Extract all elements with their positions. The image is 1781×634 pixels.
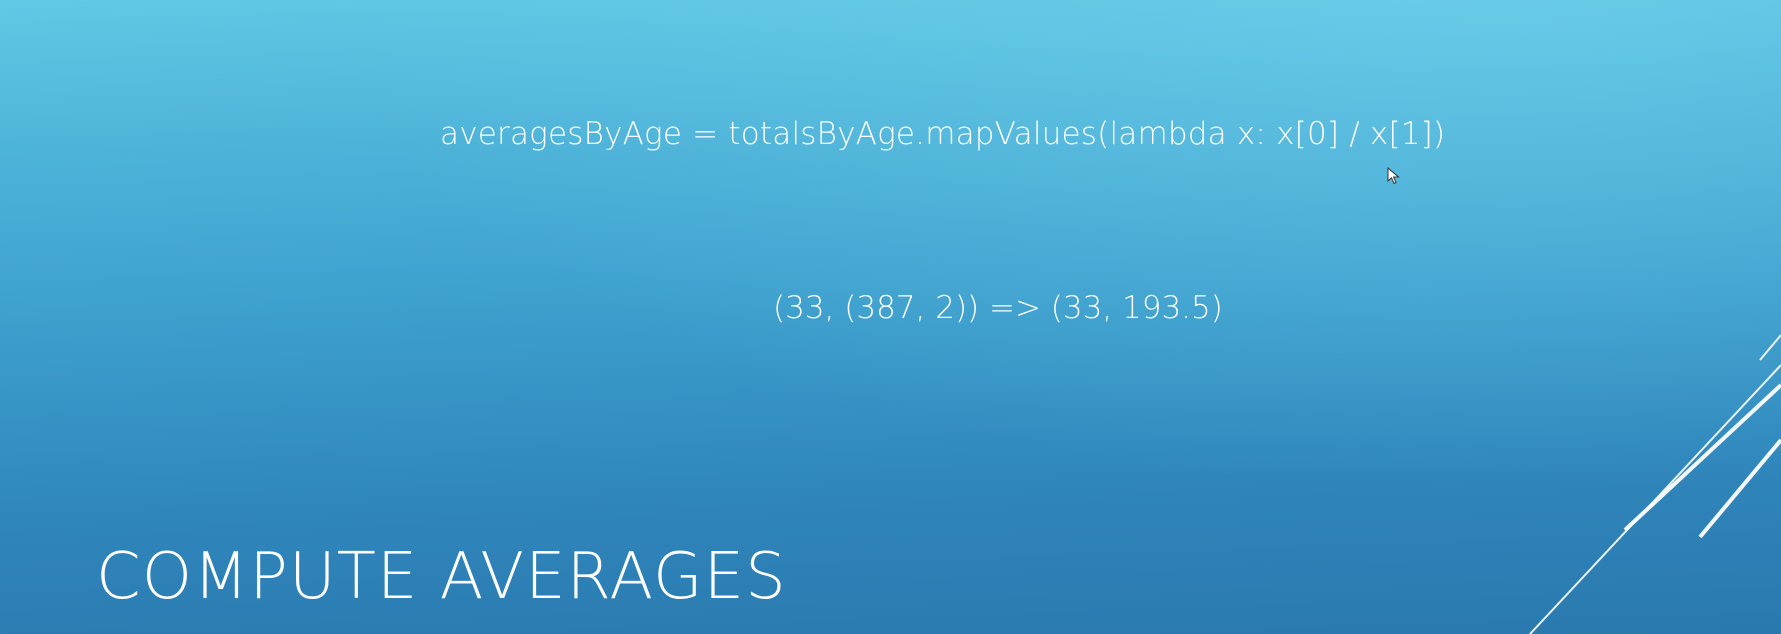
code-snippet: averagesByAge = totalsByAge.mapValues(la… [440, 116, 1446, 152]
decorative-line-3 [1529, 364, 1781, 634]
mouse-pointer-icon [1387, 167, 1400, 185]
decorative-line-2 [1623, 383, 1781, 532]
decorative-line-4 [1698, 438, 1781, 539]
slide-title: COMPUTE AVERAGES [96, 540, 787, 614]
decorative-line-1 [1759, 334, 1781, 361]
example-transformation: (33, (387, 2)) => (33, 193.5) [773, 290, 1223, 326]
